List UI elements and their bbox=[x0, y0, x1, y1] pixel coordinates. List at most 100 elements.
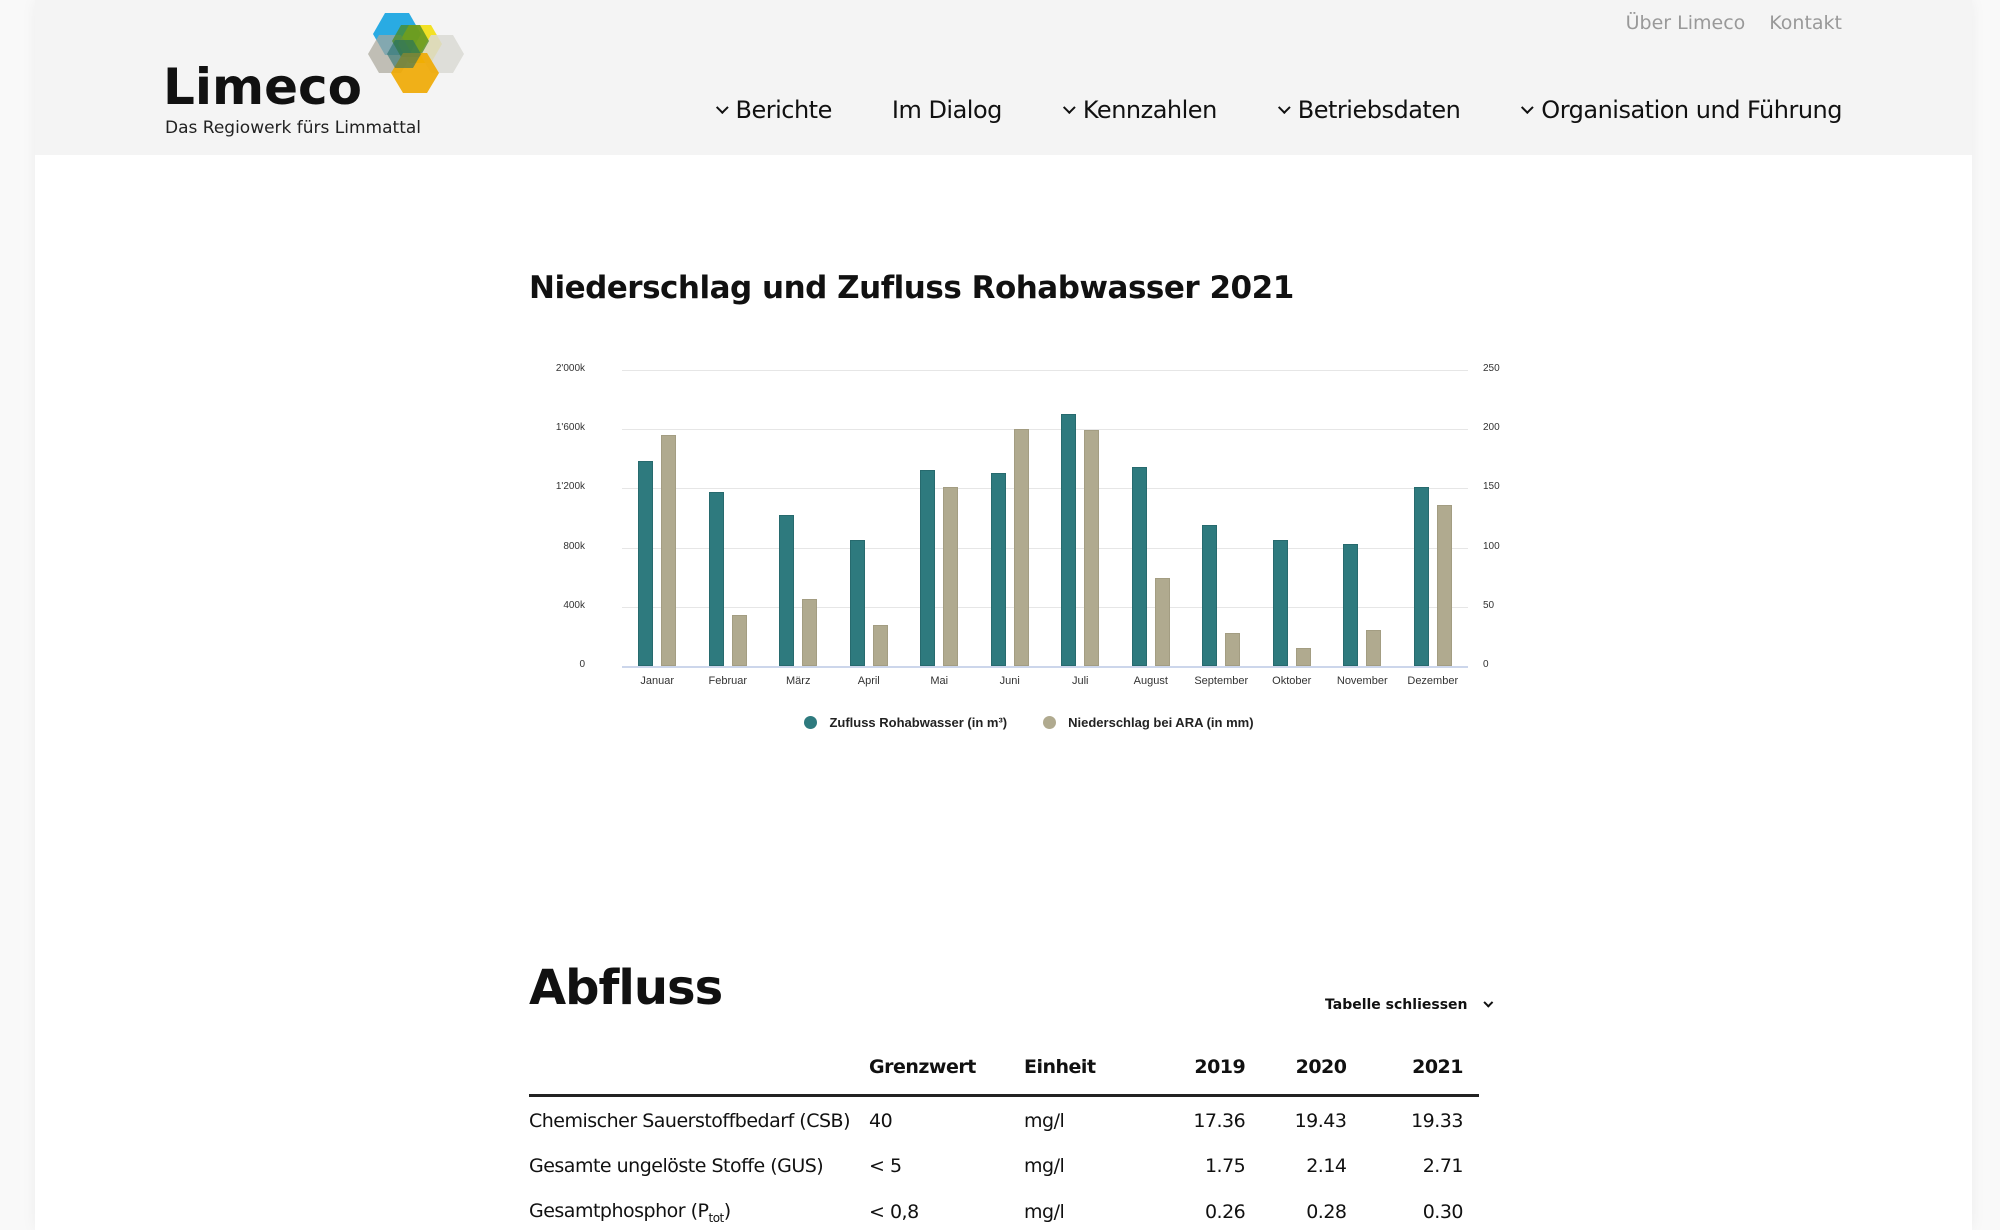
nav-label: Kennzahlen bbox=[1082, 96, 1217, 124]
row-2020: 0.28 bbox=[1306, 1201, 1347, 1224]
row-einheit: mg/l bbox=[1024, 1110, 1065, 1132]
gridline bbox=[622, 606, 1468, 608]
x-axis-label: November bbox=[1336, 675, 1388, 687]
x-axis-label: Juli bbox=[1071, 675, 1089, 687]
x-axis-label: Mai bbox=[930, 675, 949, 687]
main-nav: Berichte Im Dialog Kennzahlen Betriebsda… bbox=[715, 96, 1842, 124]
bar[interactable] bbox=[872, 624, 888, 666]
legend-item[interactable]: Niederschlag bei ARA (in mm) bbox=[1043, 715, 1254, 730]
logo-wordmark: Limeco bbox=[163, 58, 362, 116]
gridline bbox=[622, 370, 1468, 371]
row-grenzwert: < 0,8 bbox=[869, 1201, 919, 1224]
x-axis-line bbox=[622, 666, 1468, 668]
row-2021: 19.33 bbox=[1411, 1110, 1463, 1132]
chevron-down-icon bbox=[715, 100, 729, 114]
row-name-text: Gesamtphosphor (P bbox=[529, 1200, 709, 1222]
gridline bbox=[622, 429, 1468, 431]
bar[interactable] bbox=[638, 461, 654, 666]
x-axis-label: April bbox=[857, 675, 880, 687]
nav-label: Berichte bbox=[735, 96, 833, 124]
bar[interactable] bbox=[849, 540, 865, 666]
y-axis-right-tick: 50 bbox=[1483, 599, 1495, 611]
gridline bbox=[622, 547, 1468, 549]
nav-item-im-dialog[interactable]: Im Dialog bbox=[892, 96, 1003, 124]
col-header-2021: 2021 bbox=[1346, 1040, 1479, 1097]
col-header-2020: 2020 bbox=[1245, 1040, 1347, 1097]
nav-item-berichte[interactable]: Berichte bbox=[715, 96, 832, 124]
legend-dot-icon bbox=[804, 716, 818, 729]
bar[interactable] bbox=[1202, 525, 1218, 666]
bar[interactable] bbox=[708, 491, 724, 666]
bar-chart: Zufluss Rohabwasser (in m³) Niederschlag … bbox=[529, 355, 1529, 755]
bar[interactable] bbox=[1413, 486, 1429, 666]
col-header-2019: 2019 bbox=[1144, 1040, 1246, 1097]
y-axis-left-tick: 1'200k bbox=[555, 481, 585, 493]
row-grenzwert: < 5 bbox=[869, 1155, 902, 1177]
y-axis-right-tick: 250 bbox=[1483, 363, 1500, 374]
legend-dot-icon bbox=[1043, 716, 1057, 729]
row-2021: 0.30 bbox=[1422, 1201, 1464, 1224]
bar[interactable] bbox=[1084, 430, 1100, 666]
nav-item-betriebsdaten[interactable]: Betriebsdaten bbox=[1277, 96, 1461, 124]
bar[interactable] bbox=[802, 598, 818, 666]
bar[interactable] bbox=[1013, 429, 1029, 666]
bar[interactable] bbox=[1343, 544, 1359, 666]
x-axis-label: Februar bbox=[708, 675, 748, 687]
nav-item-kennzahlen[interactable]: Kennzahlen bbox=[1062, 96, 1217, 124]
row-2020: 2.14 bbox=[1306, 1155, 1347, 1177]
chart-title: Niederschlag und Zufluss Rohabwasser 202… bbox=[529, 270, 1294, 306]
bar[interactable] bbox=[1272, 540, 1288, 666]
chevron-down-icon bbox=[1062, 100, 1076, 114]
utility-link-kontakt[interactable]: Kontakt bbox=[1769, 12, 1842, 34]
x-axis-label: Dezember bbox=[1407, 675, 1459, 687]
bar[interactable] bbox=[1154, 578, 1170, 666]
legend-item[interactable]: Zufluss Rohabwasser (in m³) bbox=[804, 715, 1007, 730]
row-2019: 1.75 bbox=[1204, 1155, 1246, 1177]
x-axis-label: März bbox=[786, 675, 811, 687]
logo-hexagons-icon bbox=[368, 13, 464, 93]
page: Limeco Das Regiowerk fürs Limmattal Über… bbox=[35, 0, 1972, 1230]
bar[interactable] bbox=[943, 487, 959, 666]
bar[interactable] bbox=[1436, 504, 1452, 666]
bar[interactable] bbox=[1295, 648, 1311, 666]
col-header-einheit: Einheit bbox=[1024, 1040, 1144, 1097]
x-axis-label: Januar bbox=[640, 675, 675, 687]
bar[interactable] bbox=[731, 615, 747, 666]
row-2020: 19.43 bbox=[1294, 1110, 1347, 1132]
logo-tagline: Das Regiowerk fürs Limmattal bbox=[165, 118, 422, 138]
utility-nav: Über Limeco Kontakt bbox=[1626, 12, 1842, 34]
gridline bbox=[622, 488, 1468, 490]
row-einheit: mg/l bbox=[1024, 1201, 1065, 1224]
bar[interactable] bbox=[920, 469, 936, 666]
y-axis-right-tick: 0 bbox=[1483, 659, 1489, 670]
x-axis-label: Juni bbox=[999, 675, 1020, 687]
bar[interactable] bbox=[1225, 632, 1241, 666]
bar[interactable] bbox=[1131, 467, 1147, 666]
utility-link-ueber-limeco[interactable]: Über Limeco bbox=[1625, 12, 1746, 34]
nav-label: Organisation und Führung bbox=[1541, 96, 1842, 124]
row-2019: 17.36 bbox=[1193, 1110, 1246, 1132]
legend-label: Zufluss Rohabwasser (in m³) bbox=[829, 715, 1008, 730]
logo[interactable]: Limeco Das Regiowerk fürs Limmattal bbox=[163, 10, 483, 145]
chevron-down-icon bbox=[1482, 997, 1493, 1008]
nav-label: Betriebsdaten bbox=[1297, 96, 1461, 124]
legend-label: Niederschlag bei ARA (in mm) bbox=[1068, 715, 1254, 730]
y-axis-left-tick: 800k bbox=[563, 540, 585, 552]
col-header-grenzwert: Grenzwert bbox=[869, 1040, 1024, 1097]
bar[interactable] bbox=[990, 472, 1006, 666]
nav-item-organisation[interactable]: Organisation und Führung bbox=[1520, 96, 1842, 124]
bar[interactable] bbox=[1061, 413, 1077, 666]
section-title-abfluss: Abfluss bbox=[529, 960, 723, 1016]
row-2021: 2.71 bbox=[1422, 1155, 1464, 1177]
chart-legend: Zufluss Rohabwasser (in m³) Niederschlag … bbox=[529, 715, 1529, 730]
bar[interactable] bbox=[661, 435, 677, 666]
table-row: Gesamte ungelöste Stoffe (GUS) < 5 mg/l … bbox=[529, 1142, 1479, 1187]
table-toggle-button[interactable]: Tabelle schliessen bbox=[1325, 997, 1493, 1013]
bar[interactable] bbox=[779, 514, 795, 666]
y-axis-right-tick: 100 bbox=[1483, 540, 1500, 552]
bar[interactable] bbox=[1366, 630, 1382, 666]
x-axis-label: September bbox=[1194, 675, 1249, 687]
row-name: Gesamte ungelöste Stoffe (GUS) bbox=[529, 1155, 824, 1177]
row-name: Gesamtphosphor (Ptot) bbox=[529, 1187, 869, 1230]
x-axis-label: August bbox=[1133, 675, 1168, 687]
